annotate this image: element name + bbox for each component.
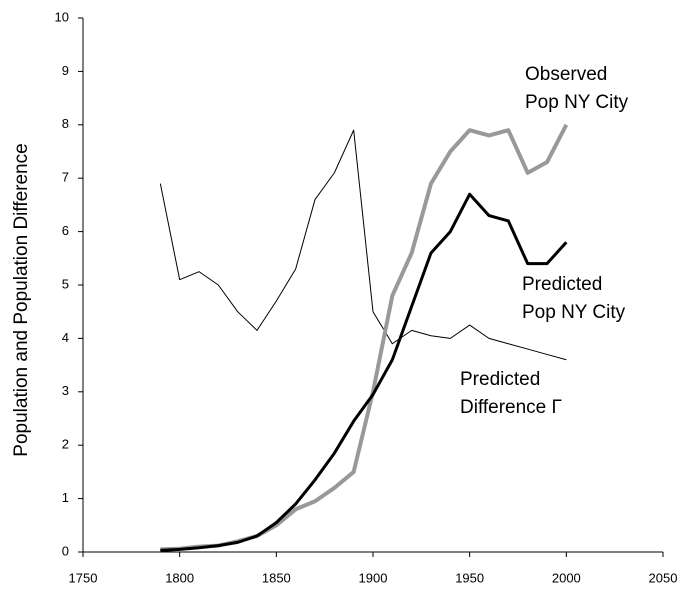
series-line (160, 123, 569, 552)
y-tick-label: 2 (62, 437, 69, 452)
x-tick-label: 1800 (165, 570, 194, 585)
y-tick-label: 8 (62, 116, 69, 131)
y-tick-label: 5 (62, 276, 69, 291)
annotation: Pop NY City (525, 92, 629, 113)
y-tick-label: 1 (62, 490, 69, 505)
y-tick-label: 3 (62, 383, 69, 398)
x-tick-label: 1750 (69, 570, 98, 585)
annotation: Predicted (522, 274, 602, 295)
series-line (159, 129, 567, 361)
x-tick-label: 1900 (359, 570, 388, 585)
series-line (160, 192, 568, 552)
y-axis-label: Population and Population Difference (11, 143, 32, 456)
x-tick-label: 1850 (262, 570, 291, 585)
annotation: Pop NY City (522, 302, 626, 323)
annotation: Observed (525, 64, 607, 85)
annotation: Difference Γ (460, 397, 562, 418)
y-tick-label: 6 (62, 223, 69, 238)
x-tick-label: 1950 (455, 570, 484, 585)
y-tick-label: 9 (62, 63, 69, 78)
x-tick-label: 2000 (552, 570, 581, 585)
x-tick-label: 2050 (649, 570, 678, 585)
y-tick-label: 7 (62, 170, 69, 185)
y-tick-label: 0 (62, 543, 69, 558)
y-tick-label: 4 (62, 330, 69, 345)
y-tick-label: 10 (55, 9, 69, 24)
annotation: Predicted (460, 369, 540, 390)
